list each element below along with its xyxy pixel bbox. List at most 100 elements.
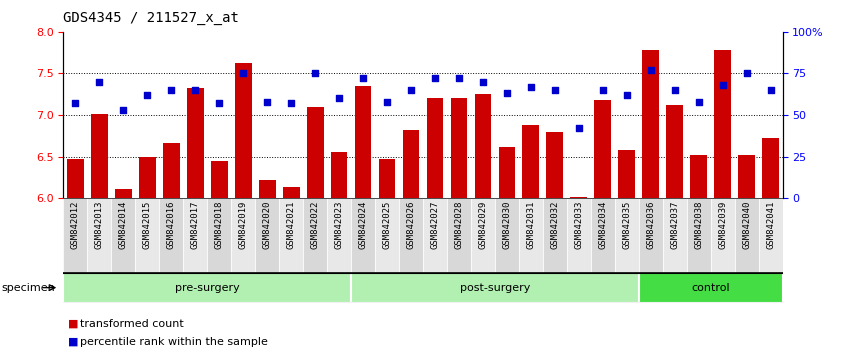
Point: [667, 87, 681, 93]
Bar: [423, 198, 447, 273]
Text: control: control: [691, 282, 730, 293]
Text: GSM842015: GSM842015: [143, 200, 151, 249]
Point: [500, 91, 514, 96]
Point: [452, 76, 465, 81]
Text: GDS4345 / 211527_x_at: GDS4345 / 211527_x_at: [63, 11, 239, 25]
Bar: [642, 50, 659, 198]
Bar: [570, 196, 587, 198]
Bar: [115, 189, 132, 198]
Bar: [235, 63, 251, 198]
Bar: [667, 105, 683, 198]
Text: ■: ■: [68, 337, 78, 347]
Point: [236, 70, 250, 76]
Text: GSM842041: GSM842041: [766, 200, 775, 249]
Bar: [547, 132, 563, 198]
Text: GSM842039: GSM842039: [718, 200, 727, 249]
Bar: [687, 198, 711, 273]
Text: GSM842038: GSM842038: [695, 200, 703, 249]
Bar: [159, 198, 184, 273]
Bar: [639, 198, 662, 273]
Text: specimen: specimen: [2, 282, 56, 293]
Text: GSM842017: GSM842017: [191, 200, 200, 249]
Bar: [543, 198, 567, 273]
Bar: [519, 198, 543, 273]
Bar: [451, 98, 467, 198]
Point: [356, 76, 370, 81]
Point: [596, 87, 609, 93]
Text: GSM842019: GSM842019: [239, 200, 248, 249]
Bar: [112, 198, 135, 273]
Point: [428, 76, 442, 81]
Bar: [762, 138, 779, 198]
Text: GSM842030: GSM842030: [503, 200, 511, 249]
Bar: [471, 198, 495, 273]
Text: GSM842016: GSM842016: [167, 200, 176, 249]
Point: [140, 92, 154, 98]
Text: GSM842027: GSM842027: [431, 200, 439, 249]
Bar: [759, 198, 783, 273]
Bar: [63, 198, 87, 273]
Bar: [426, 98, 443, 198]
Point: [404, 87, 418, 93]
Bar: [475, 94, 492, 198]
Bar: [495, 198, 519, 273]
Bar: [63, 273, 351, 303]
Text: GSM842018: GSM842018: [215, 200, 223, 249]
Text: GSM842012: GSM842012: [71, 200, 80, 249]
Text: transformed count: transformed count: [80, 319, 184, 329]
Bar: [351, 273, 639, 303]
Bar: [690, 155, 707, 198]
Text: GSM842013: GSM842013: [95, 200, 104, 249]
Point: [92, 79, 106, 85]
Point: [548, 87, 562, 93]
Text: GSM842029: GSM842029: [479, 200, 487, 249]
Point: [620, 92, 634, 98]
Bar: [615, 198, 639, 273]
Text: GSM842033: GSM842033: [574, 200, 583, 249]
Point: [164, 87, 178, 93]
Bar: [595, 100, 611, 198]
Text: GSM842028: GSM842028: [454, 200, 464, 249]
Point: [716, 82, 729, 88]
Bar: [184, 198, 207, 273]
Bar: [231, 198, 255, 273]
Text: GSM842025: GSM842025: [382, 200, 392, 249]
Bar: [662, 198, 687, 273]
Bar: [255, 198, 279, 273]
Text: GSM842034: GSM842034: [598, 200, 607, 249]
Bar: [498, 147, 515, 198]
Text: GSM842035: GSM842035: [623, 200, 631, 249]
Bar: [91, 114, 107, 198]
Text: GSM842021: GSM842021: [287, 200, 295, 249]
Bar: [139, 156, 156, 198]
Text: GSM842040: GSM842040: [742, 200, 751, 249]
Bar: [331, 153, 348, 198]
Bar: [307, 107, 323, 198]
Bar: [375, 198, 399, 273]
Point: [308, 70, 321, 76]
Bar: [211, 161, 228, 198]
Text: ■: ■: [68, 319, 78, 329]
Point: [644, 67, 657, 73]
Text: GSM842014: GSM842014: [119, 200, 128, 249]
Point: [380, 99, 393, 104]
Bar: [399, 198, 423, 273]
Bar: [639, 273, 783, 303]
Bar: [618, 150, 635, 198]
Bar: [591, 198, 615, 273]
Bar: [714, 50, 731, 198]
Bar: [739, 155, 755, 198]
Bar: [351, 198, 375, 273]
Bar: [135, 198, 159, 273]
Bar: [447, 198, 471, 273]
Bar: [207, 198, 231, 273]
Point: [212, 101, 226, 106]
Point: [117, 107, 130, 113]
Point: [739, 70, 753, 76]
Bar: [523, 125, 539, 198]
Text: GSM842020: GSM842020: [263, 200, 272, 249]
Point: [69, 101, 82, 106]
Bar: [403, 130, 420, 198]
Bar: [87, 198, 112, 273]
Point: [524, 84, 537, 90]
